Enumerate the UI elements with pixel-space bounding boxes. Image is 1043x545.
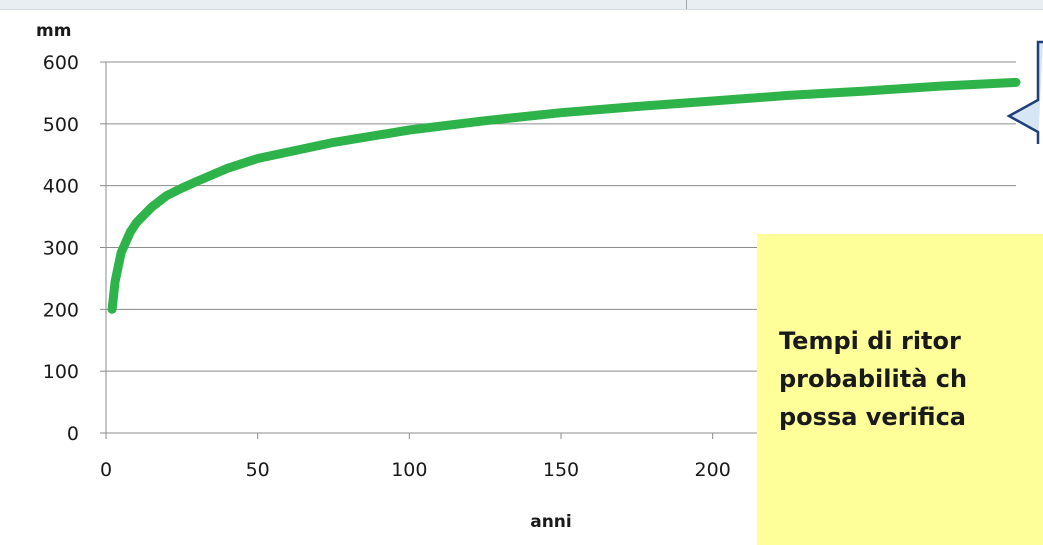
y-axis-title: mm — [36, 21, 71, 41]
data-point — [1015, 81, 1017, 83]
y-tick-label: 600 — [43, 52, 79, 74]
data-point — [712, 100, 714, 102]
note-line-1: Tempi di ritor — [779, 327, 961, 355]
callout-bubble — [1006, 40, 1043, 144]
x-tick-label: 100 — [391, 459, 427, 481]
x-tick-label: 200 — [695, 459, 731, 481]
gridlines — [106, 61, 1016, 372]
data-point — [120, 251, 122, 253]
note-box: Tempi di ritor probabilità ch possa veri… — [757, 234, 1043, 545]
data-point — [181, 187, 183, 189]
data-point — [788, 94, 789, 96]
data-point — [408, 129, 410, 131]
x-tick-label: 50 — [246, 459, 270, 481]
data-point — [333, 141, 334, 143]
data-point — [636, 106, 638, 108]
data-point — [129, 231, 131, 233]
note-line-2: probabilità ch — [779, 365, 968, 393]
data-point — [863, 90, 865, 92]
data-point — [226, 167, 228, 169]
data-point — [166, 195, 168, 197]
y-tick-label: 200 — [43, 299, 79, 321]
data-point — [114, 281, 116, 283]
y-tick-label: 0 — [67, 423, 79, 445]
top-strip-tick — [686, 0, 687, 9]
data-point — [484, 120, 486, 122]
y-tick-label: 400 — [43, 176, 79, 198]
series-group — [107, 77, 1021, 314]
top-strip — [0, 0, 1043, 10]
x-axis-title: anni — [530, 512, 572, 532]
y-tick-label: 100 — [43, 361, 79, 383]
data-point — [196, 180, 198, 182]
data-point — [111, 308, 113, 310]
data-point — [257, 157, 259, 159]
data-point — [560, 112, 562, 114]
callout-bubble-shape — [1006, 40, 1043, 144]
x-tick-label: 0 — [100, 459, 112, 481]
note-text: Tempi di ritor probabilità ch possa veri… — [779, 322, 1043, 436]
data-point — [151, 206, 152, 208]
data-point — [939, 85, 941, 87]
x-tick-label: 150 — [543, 459, 579, 481]
y-tick-label: 500 — [43, 114, 79, 136]
tick-labels: 0 100 200 300 400 500 600 0 50 100 150 200 — [43, 52, 731, 481]
note-line-3: possa verifica — [779, 403, 966, 431]
y-tick-label: 300 — [43, 238, 79, 260]
data-point — [135, 222, 137, 224]
